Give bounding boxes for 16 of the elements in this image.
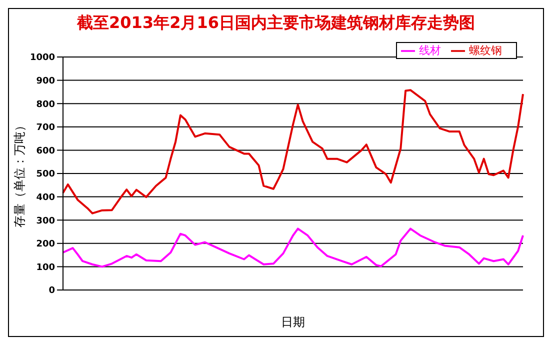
y-tick-label: 300 [36, 216, 55, 226]
x-axis-title: 日期 [281, 315, 305, 329]
y-tick-label: 900 [36, 76, 55, 86]
legend-label: 线材 [419, 44, 441, 57]
y-tick-label: 400 [36, 192, 55, 203]
y-tick-label: 0 [48, 286, 55, 296]
y-tick-label: 500 [36, 170, 55, 180]
y-tick-label: 800 [36, 100, 55, 110]
chart-title: 截至2013年2月16日国内主要市场建筑钢材库存走势图 [76, 13, 476, 34]
y-tick-label: 100 [36, 262, 55, 273]
y-tick-label: 200 [36, 240, 55, 250]
y-tick-label: 600 [36, 146, 55, 156]
y-tick-label: 700 [36, 123, 55, 134]
y-tick-label: 1000 [30, 53, 55, 64]
legend-label: 螺纹钢 [469, 44, 502, 57]
y-axis-title: 存量（单位：万吨） [12, 120, 26, 228]
